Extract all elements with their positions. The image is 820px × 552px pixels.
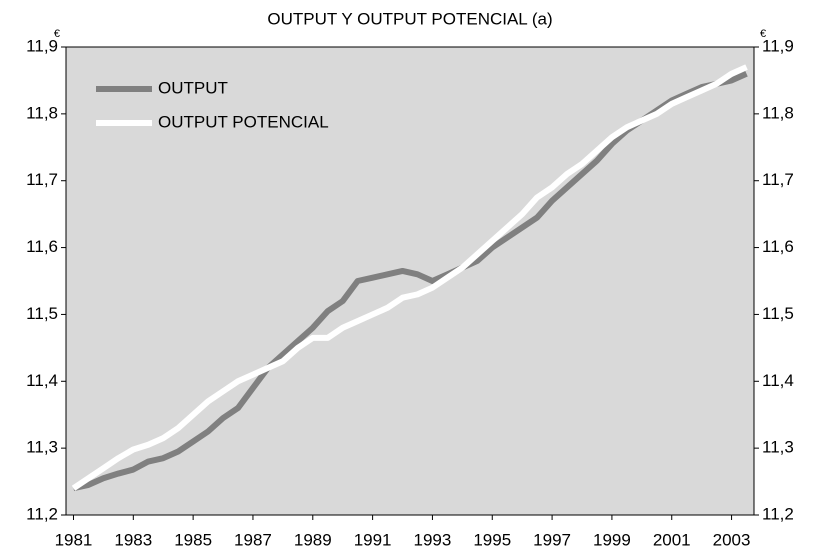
x-tick-label: 1995 [473, 530, 511, 549]
y-tick-label: 11,4 [26, 371, 58, 390]
y-tick-label: 11,8 [26, 103, 58, 122]
x-tick-label: 1997 [533, 530, 571, 549]
x-tick-label: 1993 [414, 530, 452, 549]
y2-tick-label: 11,3 [762, 438, 794, 457]
x-tick-label: 1987 [234, 530, 272, 549]
y-tick-label: 11,7 [26, 170, 58, 189]
y2-tick-label: 11,2 [762, 504, 794, 523]
y2-tick-label: 11,7 [762, 170, 794, 189]
y2-tick-label: 11,9 [762, 36, 794, 55]
x-tick-label: 2003 [713, 530, 751, 549]
y2-tick-label: 11,8 [762, 103, 794, 122]
series-line [71, 64, 748, 491]
y2-tick-label: 11,6 [762, 237, 794, 256]
y-tick-label: 11,2 [26, 504, 58, 523]
y-tick-label: 11,9 [26, 36, 58, 55]
y-tick-label: 11,5 [26, 304, 58, 323]
x-tick-label: 1981 [55, 530, 93, 549]
y2-unit: € [760, 28, 766, 40]
y-unit: € [54, 28, 60, 40]
y-tick-label: 11,3 [26, 438, 58, 457]
x-tick-label: 1985 [174, 530, 212, 549]
y2-tick-label: 11,4 [762, 371, 794, 390]
x-tick-label: 2001 [653, 530, 691, 549]
x-tick-label: 1983 [114, 530, 152, 549]
x-tick-label: 1999 [593, 530, 631, 549]
y2-tick-label: 11,5 [762, 304, 794, 323]
x-tick-label: 1989 [294, 530, 332, 549]
chart-title: OUTPUT Y OUTPUT POTENCIAL (a) [267, 9, 552, 28]
legend-label: OUTPUT POTENCIAL [158, 112, 329, 131]
legend-label: OUTPUT [158, 78, 228, 97]
x-tick-label: 1991 [354, 530, 392, 549]
y-tick-label: 11,6 [26, 237, 58, 256]
